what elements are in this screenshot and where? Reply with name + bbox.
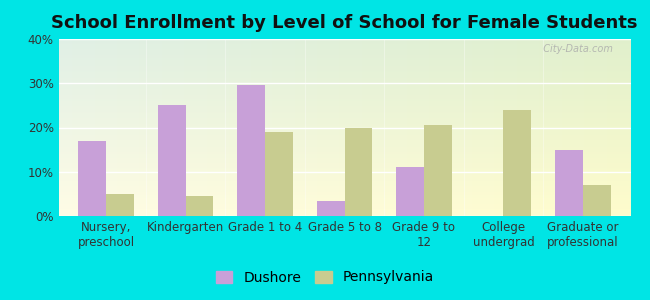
Text: City-Data.com: City-Data.com: [538, 44, 614, 54]
Bar: [79, 141, 106, 216]
Bar: [503, 110, 531, 216]
Bar: [158, 105, 186, 216]
Bar: [106, 194, 134, 216]
Bar: [583, 185, 610, 216]
Bar: [265, 132, 293, 216]
Bar: [186, 196, 213, 216]
Title: School Enrollment by Level of School for Female Students: School Enrollment by Level of School for…: [51, 14, 638, 32]
Legend: Dushore, Pennsylvania: Dushore, Pennsylvania: [210, 265, 440, 290]
Bar: [237, 85, 265, 216]
Bar: [424, 125, 452, 216]
Bar: [344, 128, 372, 216]
Bar: [555, 150, 583, 216]
Bar: [317, 200, 345, 216]
Bar: [396, 167, 424, 216]
